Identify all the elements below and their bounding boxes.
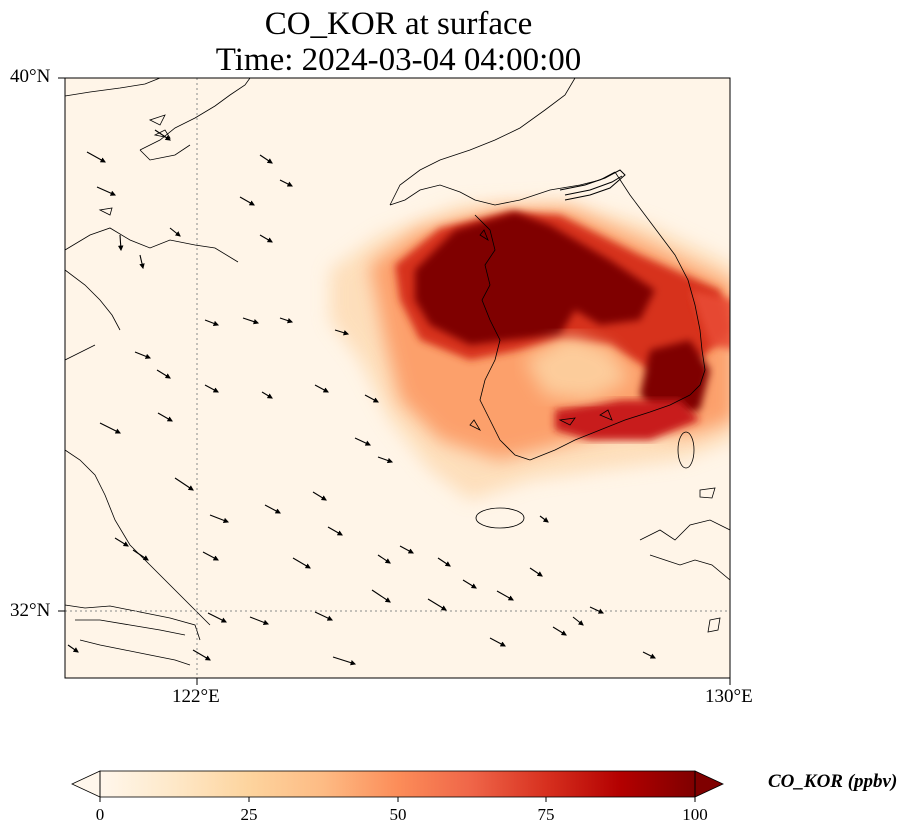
wind-arrow [496,590,514,601]
wind-arrow [332,656,357,666]
wind-arrow [399,545,414,554]
colorbar-tick-label: 100 [682,805,708,824]
wind-arrow [314,611,333,621]
colorbar-max-extend [694,770,724,798]
wind-arrow [259,154,273,164]
wind-arrow [192,649,211,661]
wind-arrow [261,391,273,399]
wind-arrow [334,329,350,336]
wind-arrow [529,567,543,577]
wind-arrow [204,319,220,326]
colorbar-gradient [100,771,695,797]
colorbar-tick-label: 0 [95,805,105,824]
wind-arrow [292,557,311,569]
wind-arrow [327,526,343,536]
wind-arrow [377,456,394,464]
wind-arrow [99,422,121,434]
map-title-line1: CO_KOR at surface [264,6,533,42]
lat-label-32n: 32°N [10,600,51,621]
wind-arrow [134,351,152,359]
colorbar-tick-label: 50 [389,805,407,824]
wind-arrow [539,515,549,523]
wind-arrow [371,589,391,603]
wind-arrow [354,437,371,446]
wind-arrow [427,598,447,611]
wind-arrow [132,549,149,561]
wind-arrow [314,384,329,393]
wind-arrow [279,179,293,187]
wind-arrow [364,394,379,403]
wind-arrow [279,317,294,324]
wind-arrow [489,637,506,647]
wind-arrow [157,412,173,422]
wind-arrow [114,537,129,547]
wind-arrow [117,234,124,252]
wind-arrow [139,254,145,270]
wind-arrow [96,186,117,196]
wind-arrow [572,616,584,626]
colorbar-title: CO_KOR (ppbv) [768,771,898,792]
wind-vectors [67,129,656,666]
wind-arrow [642,651,656,659]
lat-label-40n: 40°N [10,66,51,87]
wind-arrow [312,491,327,501]
wind-arrow [156,369,171,379]
wind-arrow [202,551,219,561]
wind-arrow [67,644,79,653]
colorbar-tick-label: 75 [537,805,555,824]
wind-arrow [264,504,281,514]
wind-arrow [174,477,194,491]
colorbar-tick-label: 25 [240,805,258,824]
colorbar-min-extend [71,770,101,798]
wind-arrow [552,626,567,636]
wind-arrow [169,227,181,237]
wind-arrow [204,384,219,393]
wind-arrow [209,514,230,523]
co-concentration-field [330,200,730,500]
lon-label-122e: 122°E [172,686,220,707]
wind-arrow [239,196,255,206]
wind-arrow [437,557,451,567]
coastlines [65,78,730,666]
wind-arrow [207,612,227,623]
wind-arrow [589,606,604,614]
lon-label-130e: 130°E [705,686,753,707]
wind-arrow [249,616,270,625]
wind-arrow [259,234,273,243]
wind-arrow [154,129,171,141]
wind-arrow [242,317,260,325]
map-frame [64,77,731,679]
wind-arrow [377,554,391,564]
wind-arrow [86,151,106,163]
map-title-line2: Time: 2024-03-04 04:00:00 [215,42,582,78]
wind-arrow [462,579,477,589]
